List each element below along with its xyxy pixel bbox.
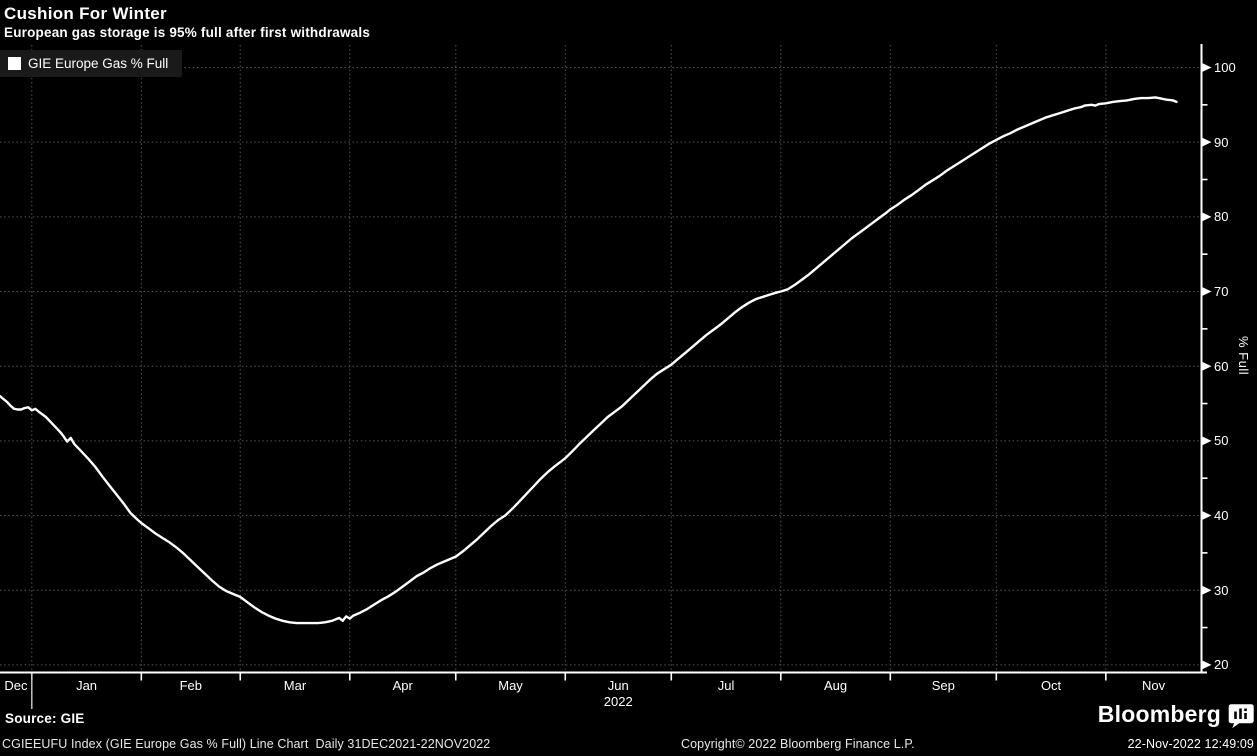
chart-title: Cushion For Winter bbox=[4, 4, 167, 23]
timestamp: 22-Nov-2022 12:49:09 bbox=[1127, 737, 1254, 751]
y-tick-arrow-icon bbox=[1202, 63, 1212, 72]
chart-subtitle: European gas storage is 95% full after f… bbox=[4, 25, 371, 40]
legend-series-label: GIE Europe Gas % Full bbox=[28, 56, 169, 71]
x-axis-month-label: Jun bbox=[607, 678, 629, 693]
x-axis-month-label: Dec bbox=[4, 678, 28, 693]
x-axis-month-label: Apr bbox=[392, 678, 413, 693]
y-axis-title: % Full bbox=[1236, 336, 1251, 376]
y-axis-tick-label: 50 bbox=[1214, 433, 1229, 449]
y-tick-arrow-icon bbox=[1202, 436, 1212, 446]
x-axis-month-label: Sep bbox=[931, 678, 955, 693]
y-axis-tick-label: 60 bbox=[1214, 358, 1229, 374]
y-axis-tick-label: 100 bbox=[1214, 60, 1236, 75]
y-axis-tick-label: 90 bbox=[1214, 134, 1229, 150]
copyright-note: Copyright© 2022 Bloomberg Finance L.P. bbox=[681, 737, 915, 751]
legend-swatch-icon bbox=[8, 57, 21, 70]
y-axis-tick-label: 70 bbox=[1214, 284, 1229, 300]
x-axis-year-label: 2022 bbox=[603, 694, 633, 709]
y-tick-arrow-icon bbox=[1202, 511, 1212, 521]
y-axis-tick-label: 20 bbox=[1214, 657, 1229, 673]
x-axis-month-label: Mar bbox=[283, 678, 307, 693]
x-axis-month-label: May bbox=[498, 678, 523, 693]
bloomberg-wordmark: Bloomberg bbox=[1097, 701, 1221, 727]
bloomberg-terminal-icon bbox=[1228, 703, 1254, 728]
source-note: Source: GIE bbox=[5, 711, 85, 726]
x-axis-month-label: Oct bbox=[1040, 678, 1062, 693]
x-axis-month-label: Jul bbox=[717, 678, 735, 693]
bloomberg-logo: Bloomberg bbox=[1098, 701, 1254, 728]
x-axis-month-label: Jan bbox=[76, 678, 98, 693]
legend[interactable]: GIE Europe Gas % Full bbox=[0, 50, 183, 77]
y-axis-tick-label: 30 bbox=[1214, 582, 1229, 598]
x-axis-month-label: Nov bbox=[1141, 678, 1166, 693]
x-axis-month-label: Aug bbox=[823, 678, 848, 693]
y-tick-arrow-icon bbox=[1202, 287, 1212, 297]
ticker-description: CGIEEUFU Index (GIE Europe Gas % Full) L… bbox=[2, 737, 491, 751]
y-axis-tick-label: 40 bbox=[1214, 508, 1229, 524]
y-tick-arrow-icon bbox=[1202, 585, 1212, 595]
y-tick-arrow-icon bbox=[1202, 660, 1212, 670]
y-tick-arrow-icon bbox=[1202, 137, 1212, 147]
series-line-gie-europe-gas bbox=[0, 96, 1178, 625]
y-axis-tick-label: 80 bbox=[1214, 209, 1229, 225]
y-tick-arrow-icon bbox=[1202, 361, 1212, 371]
y-tick-arrow-icon bbox=[1202, 212, 1212, 222]
x-axis-month-label: Feb bbox=[179, 678, 202, 693]
